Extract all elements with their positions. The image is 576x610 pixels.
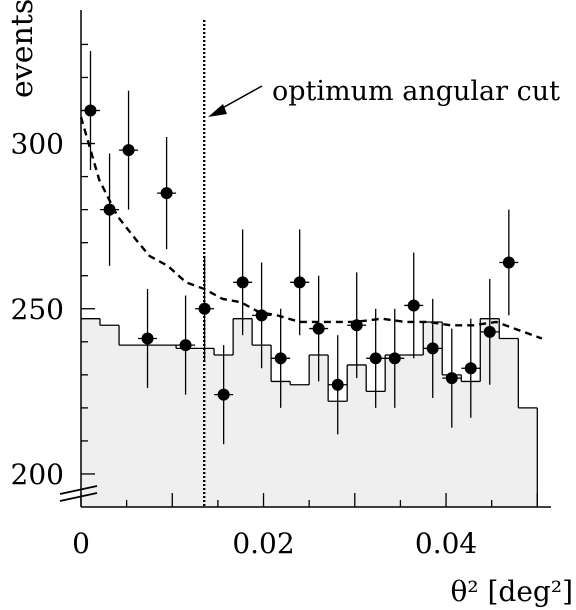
optimum-cut-annotation: optimum angular cut xyxy=(272,76,560,107)
data-marker xyxy=(293,276,306,289)
data-marker xyxy=(464,362,477,375)
data-point xyxy=(366,308,386,408)
data-point xyxy=(195,255,215,362)
data-marker xyxy=(483,325,496,338)
data-point xyxy=(233,229,253,336)
data-marker xyxy=(179,339,192,352)
data-point xyxy=(252,262,272,369)
data-marker xyxy=(445,372,458,385)
data-marker xyxy=(217,388,230,401)
data-marker xyxy=(198,302,211,315)
data-marker xyxy=(160,187,173,200)
data-marker xyxy=(502,256,515,269)
data-point xyxy=(157,136,177,250)
data-point xyxy=(138,288,158,389)
histogram-fill xyxy=(81,318,538,507)
data-point xyxy=(480,279,500,385)
background-histogram xyxy=(81,318,538,507)
data-marker xyxy=(274,352,287,365)
y-tick-label: 300 xyxy=(11,128,64,161)
axes: 200 250 300 0 0.02 0.04 xyxy=(11,10,551,560)
expected-curve xyxy=(79,116,543,340)
data-marker xyxy=(407,299,420,312)
data-marker xyxy=(426,342,439,355)
data-point xyxy=(290,229,310,336)
expected-signal-curve xyxy=(79,116,543,340)
data-marker xyxy=(236,276,249,289)
data-point xyxy=(499,209,519,316)
data-point xyxy=(214,345,234,445)
data-marker xyxy=(103,203,116,216)
data-points xyxy=(81,51,519,445)
y-axis-label: events xyxy=(5,0,40,98)
y-tick-label: 250 xyxy=(11,293,64,326)
y-tick-label: 200 xyxy=(11,458,64,491)
data-point xyxy=(309,275,329,382)
data-point xyxy=(404,252,424,359)
axis-break-mark xyxy=(59,492,98,502)
data-point xyxy=(119,90,139,210)
annotation-arrow-shaft xyxy=(216,85,263,112)
data-marker xyxy=(388,352,401,365)
data-marker xyxy=(331,378,344,391)
data-marker xyxy=(122,144,135,157)
x-axis-label: θ² [deg²] xyxy=(451,575,573,608)
x-tick-label: 0 xyxy=(72,527,90,560)
data-point xyxy=(385,308,405,408)
data-point xyxy=(100,153,120,266)
data-marker xyxy=(369,352,382,365)
annotation-arrowhead xyxy=(208,104,227,117)
data-point xyxy=(176,295,196,395)
data-point xyxy=(461,318,481,418)
x-tick-label: 0.02 xyxy=(232,527,294,560)
data-marker xyxy=(255,309,268,322)
data-point xyxy=(328,335,348,435)
cut-line-layer xyxy=(203,20,263,507)
data-marker xyxy=(84,104,97,117)
data-point xyxy=(442,328,462,428)
x-tick-label: 0.04 xyxy=(415,527,477,560)
axis-break-mark xyxy=(59,485,98,495)
data-point xyxy=(423,298,443,398)
data-marker xyxy=(350,319,363,332)
data-marker xyxy=(312,322,325,335)
data-point xyxy=(271,308,291,408)
data-point xyxy=(347,272,367,379)
data-marker xyxy=(141,332,154,345)
